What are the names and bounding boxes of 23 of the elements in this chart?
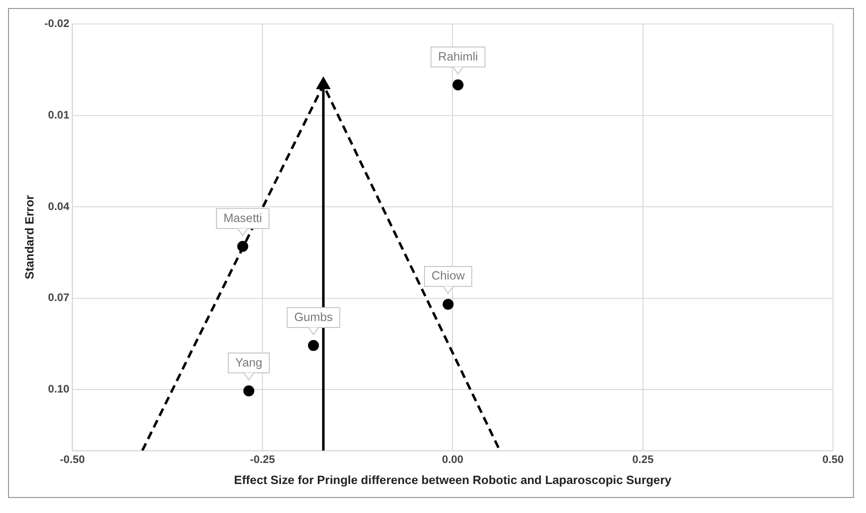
y-axis-title: Standard Error — [22, 194, 36, 280]
annotation: Gumbs — [294, 310, 333, 324]
point — [442, 298, 454, 310]
x-tick-label: 0.50 — [822, 454, 844, 466]
y-tick-label: 0.07 — [48, 292, 70, 304]
y-tick-label: 0.01 — [48, 109, 70, 122]
annotation: Rahimli — [438, 49, 478, 64]
annotation: Chiow — [431, 268, 466, 283]
y-tick-label: -0.02 — [44, 18, 70, 30]
x-tick-label: -0.50 — [60, 454, 85, 466]
point — [308, 340, 319, 351]
y-tick-label: 0.10 — [48, 384, 70, 396]
annotation: Masetti — [223, 210, 262, 225]
point — [316, 78, 330, 90]
point — [452, 79, 464, 90]
y-tick-label: 0.04 — [48, 200, 70, 213]
point — [243, 385, 254, 396]
x-tick-label: 0.25 — [632, 454, 654, 466]
x-axis-title: Effect Size for Pringle difference between Robotic and Laparoscopic Surgery — [234, 473, 672, 488]
annotation: Yang — [235, 355, 262, 370]
x-tick-label: -0.25 — [250, 454, 275, 466]
point — [237, 240, 248, 252]
x-tick-label: 0.00 — [442, 454, 464, 466]
